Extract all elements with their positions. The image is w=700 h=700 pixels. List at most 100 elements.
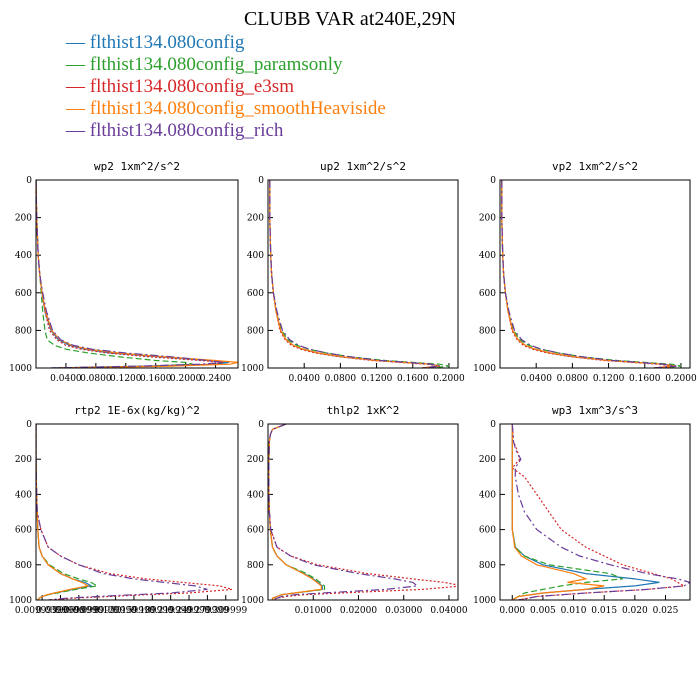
- ytick-label: 0: [490, 420, 496, 430]
- xtick-label: 0.0800: [325, 374, 357, 384]
- panel-title-4: rtp2 1E-6x(kg/kg)^2: [74, 404, 200, 417]
- series-line-5: [36, 424, 208, 600]
- series-line-5: [36, 180, 224, 368]
- series-line-4: [511, 424, 605, 600]
- ytick-label: 0: [26, 420, 32, 430]
- plot-frame: [35, 423, 239, 601]
- legend-entry-2: — flthist134.080config_paramsonly: [66, 54, 386, 76]
- series-line-1: [268, 424, 323, 600]
- xtick-label: 0.1200: [593, 374, 625, 384]
- legend-swatch-2: —: [66, 54, 90, 75]
- ytick-label: 400: [479, 490, 496, 500]
- ytick-label: 600: [247, 289, 264, 299]
- ytick-label: 800: [479, 326, 496, 336]
- ytick-label: 0: [26, 176, 32, 186]
- chart-title: CLUBB VAR at240E,29N: [243, 8, 457, 30]
- panel-title-3: vp2 1xm^2/s^2: [552, 160, 638, 173]
- series-line-5: [501, 180, 677, 368]
- series-line-2: [501, 180, 682, 368]
- ytick-label: 200: [479, 214, 496, 224]
- series-line-4: [36, 180, 238, 368]
- xtick-label: 0.249999: [168, 606, 211, 616]
- xtick-label: 0.00999990: [15, 606, 70, 616]
- legend-entry-5: — flthist134.080config_rich: [66, 120, 386, 142]
- ytick-label: 400: [15, 490, 32, 500]
- legend-swatch-3: —: [66, 76, 90, 97]
- ytick-label: 200: [247, 214, 264, 224]
- xtick-label: 0.0400: [50, 374, 82, 384]
- plot-frame: [499, 423, 691, 601]
- series-line-4: [36, 424, 90, 600]
- xtick-label: 0.1600: [629, 374, 661, 384]
- ytick-label: 600: [479, 526, 496, 536]
- plot-frame: [499, 179, 691, 369]
- legend-label-4: flthist134.080config_smoothHeaviside: [89, 98, 386, 119]
- xtick-label: 0.010: [561, 606, 587, 616]
- ytick-label: 1000: [9, 364, 32, 374]
- ytick-label: 1000: [241, 596, 264, 606]
- ytick-label: 600: [15, 526, 32, 536]
- xtick-label: 0.015: [591, 606, 617, 616]
- xtick-label: 0.129999: [94, 606, 137, 616]
- ytick-label: 1000: [9, 596, 32, 606]
- xtick-label: 0.0800: [557, 374, 589, 384]
- series-line-4: [269, 180, 441, 368]
- ytick-label: 200: [247, 455, 264, 465]
- panel-title-5: thlp2 1xK^2: [327, 404, 400, 417]
- series-line-2: [511, 424, 623, 600]
- panel-1: wp2 1xm^2/s^2 0 200 400 600 800 1000 0.04000.08…: [9, 160, 239, 384]
- ytick-label: 400: [247, 251, 264, 261]
- ytick-label: 0: [490, 176, 496, 186]
- xtick-label: 0.2000: [170, 374, 202, 384]
- xtick-label: 0.005: [530, 606, 556, 616]
- series-line-1: [36, 180, 230, 368]
- plot-frame: [267, 179, 459, 369]
- series-line-3: [36, 180, 224, 368]
- legend-label-2: flthist134.080config_paramsonly: [89, 54, 343, 75]
- series-line-5: [511, 424, 690, 600]
- ytick-label: 200: [15, 214, 32, 224]
- ytick-label: 400: [15, 251, 32, 261]
- legend-swatch-4: —: [66, 98, 90, 119]
- xtick-label: 0.1200: [110, 374, 142, 384]
- panel-title-6: wp3 1xm^3/s^3: [552, 404, 638, 417]
- series-line-3: [501, 180, 672, 368]
- series-line-3: [269, 180, 440, 368]
- xtick-label: 0.01000: [295, 606, 332, 616]
- xtick-label: 0.000: [499, 606, 525, 616]
- ytick-label: 1000: [241, 364, 264, 374]
- series-line-2: [268, 424, 326, 600]
- series-line-5: [268, 424, 419, 600]
- series-line-5: [269, 180, 441, 368]
- series-line-2: [269, 180, 450, 368]
- series-line-4: [501, 180, 677, 368]
- xtick-label: 0.2000: [665, 374, 697, 384]
- ytick-label: 800: [479, 561, 496, 571]
- ytick-label: 600: [479, 289, 496, 299]
- panel-title-1: wp2 1xm^2/s^2: [94, 160, 180, 173]
- panel-title-2: up2 1xm^2/s^2: [320, 160, 406, 173]
- series-line-3: [511, 424, 686, 600]
- xtick-label: 0.0399990: [36, 606, 85, 616]
- series-line-1: [511, 424, 660, 600]
- plot-frame: [267, 423, 459, 601]
- xtick-label: 0.02000: [340, 606, 377, 616]
- legend: — flthist134.080config — flthist134.080c…: [66, 32, 386, 142]
- xtick-label: 0.2000: [433, 374, 465, 384]
- series-line-3: [268, 424, 458, 600]
- ytick-label: 1000: [473, 364, 496, 374]
- xtick-label: 0.219999: [149, 606, 192, 616]
- xtick-label: 0.189999: [131, 606, 174, 616]
- xtick-label: 0.309999: [204, 606, 247, 616]
- xtick-label: 0.2400: [200, 374, 232, 384]
- xtick-label: 0.159999: [112, 606, 155, 616]
- legend-label-3: flthist134.080config_e3sm: [89, 76, 294, 97]
- ytick-label: 600: [15, 289, 32, 299]
- panel-3: vp2 1xm^2/s^2 0 200 400 600 800 1000 0.0400 0.08…: [473, 160, 697, 384]
- ytick-label: 400: [479, 251, 496, 261]
- panel-4: rtp2 1E-6x(kg/kg)^2 0 200 400 600 800 10000.00…: [9, 404, 247, 616]
- xtick-label: 0.0999990: [73, 606, 122, 616]
- xtick-label: 0.0400: [288, 374, 320, 384]
